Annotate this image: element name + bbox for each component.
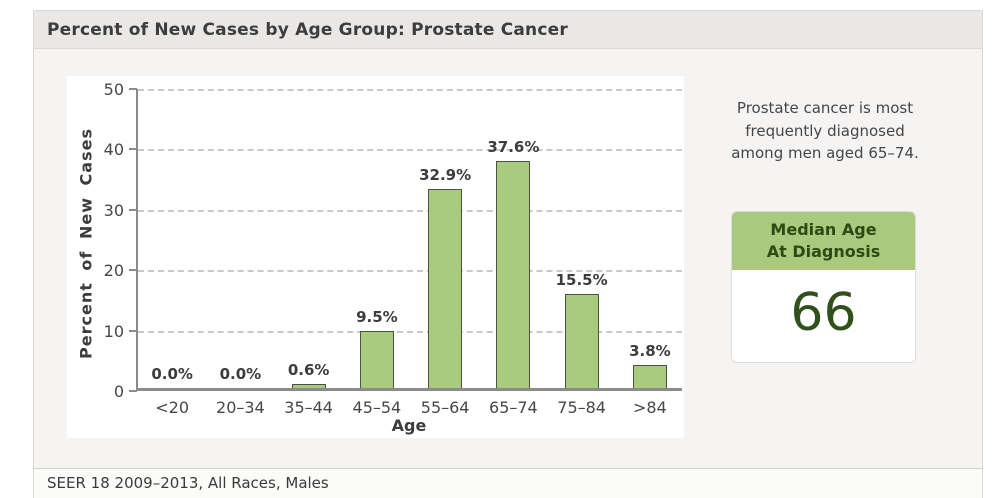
x-tick-label: 55–64 [420,398,470,417]
x-axis-label: Age [391,416,427,435]
source-footer: SEER 18 2009–2013, All Races, Males [34,468,982,498]
bar-75–84 [564,294,599,388]
gridline-40 [138,149,682,152]
median-age-box: Median Age At Diagnosis 66 [731,211,916,363]
summary-column: Prostate cancer is most frequently diagn… [720,97,930,165]
plot-area: 0 10 20 30 40 50 0.0% <20 0.0% 20–34 0.6% 35–44 9.5%… [104,80,682,417]
y-tick-mark-20 [129,269,137,272]
median-age-title-line2: At Diagnosis [766,241,881,261]
y-tick-label: 10 [103,321,124,341]
x-tick-label: 65–74 [489,398,538,417]
bar-45–54 [359,331,394,388]
y-tick-mark-40 [129,148,137,151]
y-tick-label: 40 [103,140,124,160]
y-tick-mark-30 [129,208,137,211]
stat-panel: Percent of New Cases by Age Group: Prost… [33,10,983,498]
bar->84 [632,365,667,388]
panel-header: Percent of New Cases by Age Group: Prost… [34,11,982,49]
bar-value-label: 9.5% [356,308,398,326]
y-tick-label: 0 [113,382,124,401]
x-tick-label: 35–44 [284,398,333,417]
panel-body: Percent of New Cases 0 10 20 30 40 50 0.0% <20 0… [34,49,982,468]
gridline-20 [138,270,682,273]
bar-35–44 [291,384,326,388]
bar-value-label: 15.5% [555,271,608,289]
bar-value-label: 3.8% [629,342,671,360]
source-text: SEER 18 2009–2013, All Races, Males [47,474,329,492]
bar-value-label: 32.9% [419,166,472,184]
x-tick-label: 20–34 [216,398,265,417]
y-tick-label: 50 [103,80,124,99]
bar-chart: Percent of New Cases 0 10 20 30 40 50 0.0% <20 0… [67,76,684,438]
bar-value-label: 0.6% [287,361,330,379]
x-tick-label: 45–54 [352,398,402,417]
y-tick-mark-50 [129,88,137,90]
bar-value-label: 0.0% [151,365,193,383]
y-tick-mark-10 [129,329,137,332]
median-age-box-header: Median Age At Diagnosis [732,212,915,271]
y-tick-label: 30 [103,200,124,220]
page-title: Percent of New Cases by Age Group: Prost… [47,20,568,40]
bar-55–64 [428,189,463,388]
gridline-10 [138,330,682,333]
summary-text: Prostate cancer is most frequently diagn… [731,99,919,162]
gridline-50 [138,89,682,91]
gridline-30 [138,209,682,212]
median-age-title-line1: Median Age [770,220,877,239]
median-age-value: 66 [790,283,857,344]
x-tick-label: 75–84 [557,398,606,417]
x-tick-label: <20 [155,398,189,417]
bar-value-label: 0.0% [219,365,262,383]
bar-value-label: 37.6% [487,138,540,156]
bar-65–74 [496,161,531,388]
y-tick-mark-0 [129,390,137,392]
x-tick-label: >84 [632,398,667,417]
y-tick-label: 20 [103,261,124,281]
